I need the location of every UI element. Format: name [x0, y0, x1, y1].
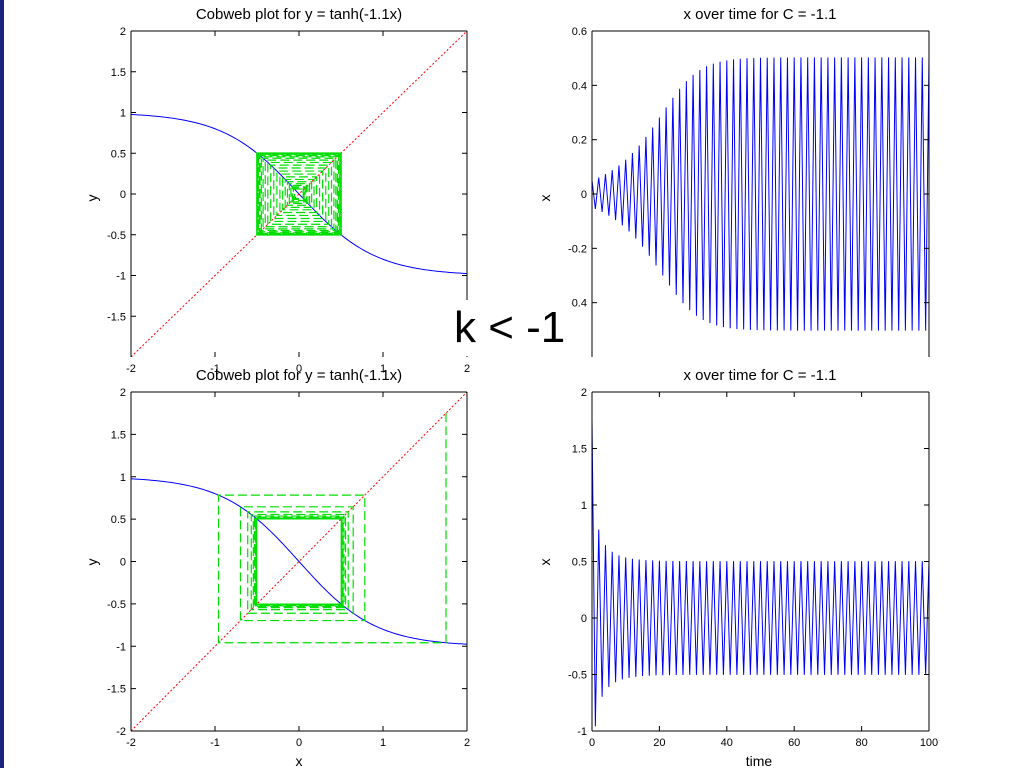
x-axis-label: x [296, 753, 303, 768]
y-tick-label: -1 [116, 271, 126, 283]
y-tick-label: 0.5 [111, 148, 126, 160]
y-axis-label: x [537, 559, 553, 566]
y-tick-label: 1.5 [111, 429, 126, 441]
plot-area [131, 392, 467, 731]
cobweb-path [256, 152, 342, 236]
y-tick-label: 0.5 [572, 557, 587, 569]
plot-area [131, 31, 467, 357]
y-tick-label: 0.2 [572, 135, 587, 147]
iterate-series [592, 420, 929, 727]
tanh-curve [131, 478, 467, 645]
x-tick-label: 1 [380, 363, 386, 375]
y-tick-label: -0.4 [568, 298, 587, 310]
y-axis-label: y [84, 559, 100, 566]
y-tick-label: -0.2 [568, 243, 587, 255]
identity-line [131, 392, 467, 731]
x-tick-label: 20 [653, 737, 665, 749]
x-tick-label: 2 [464, 363, 470, 375]
slide-frame-edge [0, 0, 4, 768]
y-tick-label: 1 [120, 108, 126, 120]
y-tick-label: 0 [581, 613, 587, 625]
chart-title: x over time for C = -1.1 [684, 6, 837, 23]
y-tick-label: 1 [581, 500, 587, 512]
iterate-series [592, 57, 929, 331]
y-tick-label: -1.5 [107, 684, 126, 696]
cobweb-plot-top: Cobweb plot for y = tanh(-1.1x) y 2 1.5 1 0… [84, 6, 470, 375]
x-tick-label: 0 [296, 737, 302, 749]
x-tick-label: 60 [788, 737, 800, 749]
y-tick-label: 0 [120, 189, 126, 201]
y-tick-label: 2 [581, 387, 587, 399]
y-tick-label: -1.5 [107, 311, 126, 323]
y-tick-label: 2 [120, 26, 126, 38]
cobweb-path [217, 413, 447, 644]
x-tick-label: 40 [721, 737, 733, 749]
x-tick-label: -1 [210, 737, 220, 749]
y-tick-label: 1 [120, 472, 126, 484]
y-tick-label: -2 [116, 726, 126, 738]
time-series-plot-top: x over time for C = -1.1 x 0.6 0.4 0.2 0 -0.… [537, 6, 930, 357]
y-tick-label: -1 [116, 641, 126, 653]
x-tick-label: -2 [126, 737, 136, 749]
y-axis-label: y [84, 195, 100, 202]
x-tick-label: 0 [296, 363, 302, 375]
plot-area [592, 57, 929, 331]
y-tick-label: 0.6 [572, 26, 587, 38]
y-tick-label: -0.5 [568, 670, 587, 682]
y-tick-label: 0.5 [111, 514, 126, 526]
y-tick-label: 0 [120, 557, 126, 569]
cobweb-plot-bottom: Cobweb plot for y = tanh(-1.1x) y x 2 1.5… [84, 367, 470, 768]
plot-area [592, 420, 929, 727]
x-tick-label: 1 [380, 737, 386, 749]
x-tick-label: -1 [210, 363, 220, 375]
x-tick-label: 80 [855, 737, 867, 749]
x-tick-label: 0 [589, 737, 595, 749]
tanh-curve [131, 113, 467, 275]
y-tick-label: 0.4 [572, 80, 587, 92]
chart-title: Cobweb plot for y = tanh(-1.1x) [196, 367, 402, 384]
x-tick-label: 2 [464, 737, 470, 749]
chart-title: Cobweb plot for y = tanh(-1.1x) [196, 6, 402, 23]
y-tick-label: 1.5 [111, 67, 126, 79]
x-axis-label: time [746, 753, 773, 768]
chart-title: x over time for C = -1.1 [684, 367, 837, 384]
y-tick-label: 0 [581, 189, 587, 201]
slide-condition-label: k < -1 [448, 300, 572, 356]
time-series-plot-bottom: x over time for C = -1.1 x time 2 1.5 1 0.5… [537, 367, 938, 768]
y-tick-label: 1.5 [572, 444, 587, 456]
x-tick-label: 100 [920, 737, 938, 749]
y-axis-label: x [537, 195, 553, 202]
y-tick-label: 2 [120, 387, 126, 399]
y-tick-label: -0.5 [107, 599, 126, 611]
x-tick-label: -2 [126, 363, 136, 375]
y-tick-label: -0.5 [107, 230, 126, 242]
y-tick-label: -1 [577, 726, 587, 738]
